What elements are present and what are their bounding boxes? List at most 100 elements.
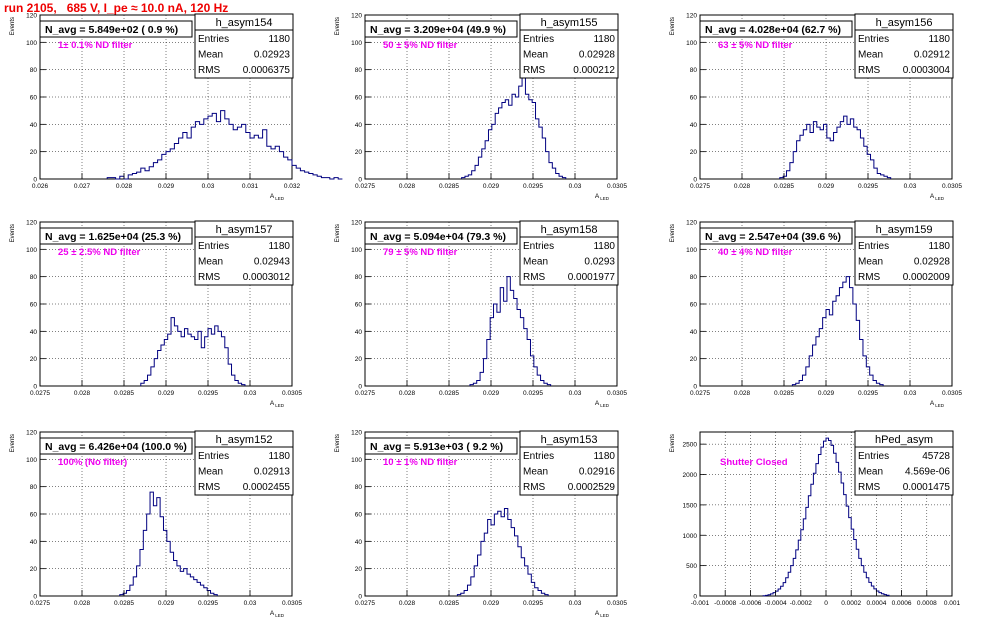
histogram-panel-h_asym155: 0.0275 0.028 0.0285 0.029 0.0295 0.03 0.0305 0 2…: [335, 13, 627, 202]
navg-label: N_avg = 3.209e+04 (49.9 %): [370, 24, 506, 36]
y-tick-label: 40: [690, 329, 698, 336]
y-tick-label: 0: [33, 384, 37, 391]
histogram-bin: [250, 138, 254, 179]
stats-label-rms: RMS: [858, 272, 881, 283]
histogram-bin: [254, 135, 258, 179]
y-tick-label: 2000: [683, 472, 698, 479]
y-tick-label: 120: [26, 430, 37, 437]
histogram-bin: [246, 133, 250, 179]
stats-title: h_asym159: [876, 224, 933, 236]
y-tick-label: 40: [30, 122, 38, 129]
histogram-panel-h_asym159: 0.0275 0.028 0.0285 0.029 0.0295 0.03 0.0305 0 2…: [670, 220, 962, 409]
x-tick-label: 0.028: [74, 600, 91, 607]
page-title: run 2105, 685 V, I_pe ≈ 10.0 nA, 120 Hz: [4, 1, 229, 15]
histogram-bin: [279, 152, 283, 179]
stats-value-rms: 0.0003004: [903, 65, 951, 76]
stats-title: h_asym158: [541, 224, 598, 236]
histogram-bin: [860, 138, 863, 179]
x-tick-label: 0.0295: [858, 183, 878, 190]
histogram-bin: [518, 547, 521, 596]
x-tick-label: 0.029: [158, 600, 175, 607]
y-tick-label: 80: [30, 67, 38, 74]
x-tick-label: 0.029: [483, 390, 500, 397]
histogram-bin: [818, 454, 821, 596]
histogram-bin: [511, 528, 514, 596]
histogram-bin: [834, 133, 837, 179]
stats-value-entries: 1180: [593, 34, 615, 45]
histogram-bin: [504, 509, 507, 596]
stats-label-entries: Entries: [523, 241, 554, 252]
histogram-bin: [524, 329, 527, 386]
x-tick-label: 0.0008: [917, 600, 937, 607]
x-tick-label: 0.0004: [866, 600, 886, 607]
stats-box: [194, 430, 294, 496]
x-tick-label: 0.028: [734, 183, 751, 190]
histogram-bin: [137, 172, 141, 179]
stats-label-mean: Mean: [858, 257, 883, 268]
histogram-series: [762, 437, 890, 597]
stats-value-entries: 45728: [922, 451, 950, 462]
histogram-bin: [529, 100, 532, 179]
histogram-bin: [480, 372, 483, 386]
histogram-bin: [816, 337, 819, 386]
navg-box: [39, 20, 193, 38]
x-axis-label: ALED: [270, 400, 285, 408]
x-tick-label: 0.028: [399, 390, 416, 397]
filter-annotation: 50 ± 5% ND filter: [383, 40, 458, 51]
histogram-bin: [502, 102, 505, 179]
histogram-bin: [221, 111, 225, 179]
histogram-bin: [863, 356, 866, 386]
histogram-bin: [515, 97, 518, 179]
histogram-bin: [514, 299, 517, 386]
histogram-bin: [198, 331, 201, 386]
histogram-bin: [309, 174, 313, 179]
histogram-bin: [284, 157, 288, 179]
x-tick-label: 0.0305: [607, 390, 627, 397]
y-tick-label: 0: [33, 177, 37, 184]
histogram-bin: [790, 163, 793, 179]
filter-annotation: 63 ± 5% ND filter: [718, 40, 793, 51]
histogram-bin: [542, 138, 545, 179]
stats-title: hPed_asym: [875, 434, 933, 446]
histogram-bin: [468, 175, 471, 179]
histogram-bin: [826, 309, 829, 386]
histogram-bin: [184, 329, 187, 386]
histogram-bin: [809, 356, 812, 386]
histogram-bin: [853, 304, 856, 386]
stats-box: [194, 220, 294, 286]
histogram-bin: [483, 359, 486, 386]
x-tick-label: 0.0305: [282, 600, 302, 607]
navg-box: [699, 20, 853, 38]
stats-value-entries: 1180: [593, 241, 615, 252]
histogram-bin: [478, 157, 481, 179]
x-tick-label: 0.029: [483, 183, 500, 190]
stats-label-rms: RMS: [858, 482, 881, 493]
histogram-bin: [174, 326, 177, 386]
y-tick-label: 20: [355, 566, 363, 573]
stats-title: h_asym157: [216, 224, 273, 236]
y-axis-label: Events: [670, 434, 676, 452]
stats-box: [519, 430, 619, 496]
y-axis-label: Events: [10, 17, 16, 35]
stats-label-mean: Mean: [523, 467, 548, 478]
histogram-bin: [478, 555, 481, 596]
filter-annotation: Shutter Closed: [720, 457, 788, 468]
stats-value-mean: 0.02912: [914, 50, 951, 61]
y-tick-label: 120: [686, 220, 697, 227]
x-tick-label: 0.03: [569, 183, 582, 190]
y-tick-label: 40: [355, 539, 363, 546]
x-tick-label: 0.0285: [439, 390, 459, 397]
histogram-bin: [499, 108, 502, 179]
histogram-bin: [831, 445, 834, 596]
histogram-bin: [275, 146, 279, 179]
stats-title: h_asym152: [216, 434, 273, 446]
x-tick-label: 0.03: [569, 600, 582, 607]
x-tick-label: 0.03: [569, 390, 582, 397]
histogram-bin: [537, 375, 540, 386]
y-tick-label: 60: [690, 302, 698, 309]
y-tick-label: 120: [686, 13, 697, 20]
y-tick-label: 20: [690, 356, 698, 363]
histogram-bin: [187, 574, 190, 596]
histogram-bin: [829, 441, 832, 596]
histogram-bin: [130, 585, 133, 596]
